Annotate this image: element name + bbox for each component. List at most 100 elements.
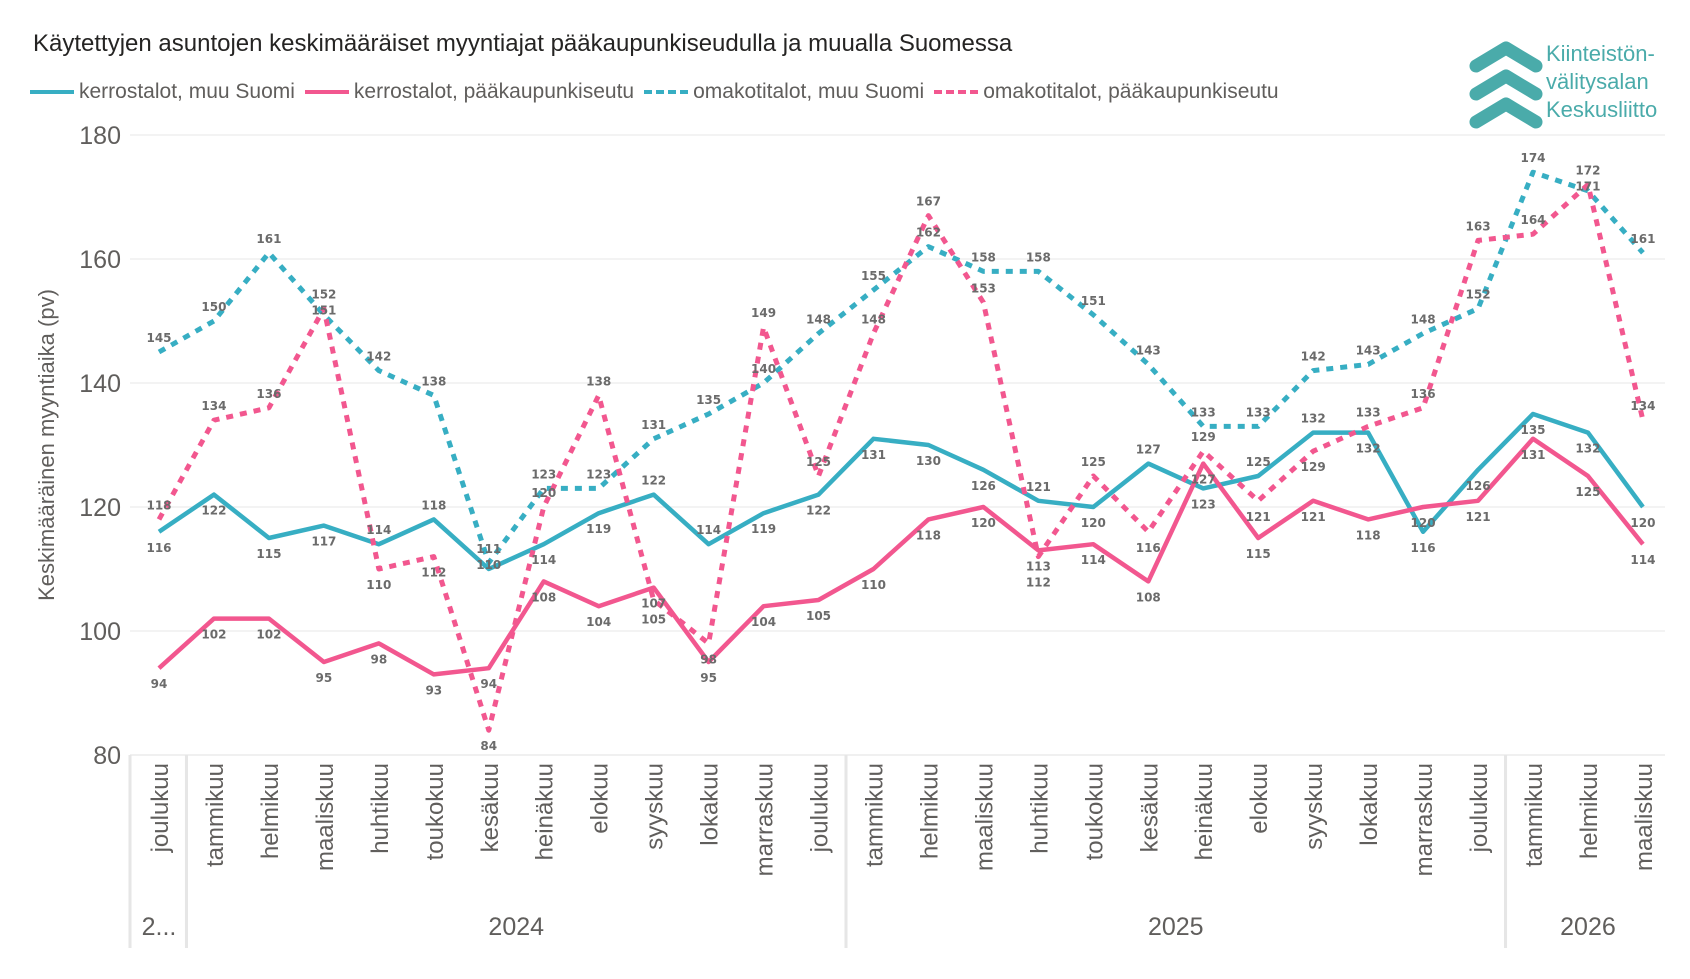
- legend-item-omakotitalot-paakaupunkiseutu[interactable]: omakotitalot, pääkaupunkiseutu: [934, 80, 1279, 104]
- data-label: 126: [1466, 479, 1491, 493]
- series-line-2: [157, 169, 1645, 566]
- data-label: 162: [916, 226, 941, 240]
- data-label: 142: [366, 350, 391, 364]
- data-label: 127: [1191, 473, 1216, 487]
- data-label: 108: [1136, 590, 1161, 604]
- x-tick-label: heinäkuu: [1191, 763, 1218, 860]
- data-label: 125: [806, 455, 831, 469]
- data-label: 102: [256, 628, 281, 642]
- x-tick-label: helmikuu: [916, 763, 943, 859]
- data-label: 132: [1356, 442, 1381, 456]
- y-tick-label: 180: [79, 122, 121, 150]
- x-tick-label: marraskuu: [1411, 763, 1438, 876]
- data-label: 121: [1246, 510, 1271, 524]
- data-label: 148: [1411, 312, 1436, 326]
- x-tick-label: joulukuu: [147, 763, 174, 853]
- data-label: 94: [480, 677, 497, 691]
- data-label: 118: [1356, 528, 1381, 542]
- data-label: 107: [641, 597, 666, 611]
- logo-text: Kiinteistön- välitysalan Keskusliitto: [1546, 40, 1657, 124]
- data-label: 125: [1081, 455, 1106, 469]
- data-label: 112: [421, 566, 446, 580]
- data-label: 116: [146, 541, 171, 555]
- y-tick-label: 160: [79, 246, 121, 274]
- data-label: 131: [641, 418, 666, 432]
- data-label: 114: [1630, 553, 1655, 567]
- data-label: 131: [1520, 448, 1545, 462]
- data-label: 143: [1136, 343, 1161, 357]
- x-tick-label: maaliskuu: [1631, 763, 1658, 871]
- x-tick-label: tammikuu: [202, 763, 229, 867]
- x-tick-label: marraskuu: [752, 763, 779, 876]
- x-tick-label: kesäkuu: [477, 763, 504, 852]
- x-tick-label: toukokuu: [1081, 763, 1108, 860]
- data-label: 140: [751, 362, 776, 376]
- data-label: 112: [1026, 575, 1051, 589]
- data-label: 98: [700, 652, 717, 666]
- data-label: 129: [1301, 460, 1326, 474]
- logo-line: välitysalan: [1546, 69, 1649, 94]
- x-tick-label: elokuu: [587, 763, 614, 834]
- data-label: 152: [311, 288, 336, 302]
- data-label: 98: [370, 652, 387, 666]
- data-label: 127: [1136, 443, 1161, 457]
- x-tick-label: tammikuu: [861, 763, 888, 867]
- x-tick-label: joulukuu: [807, 763, 834, 853]
- y-tick-label: 140: [79, 370, 121, 398]
- data-label: 136: [256, 387, 281, 401]
- x-tick-label: joulukuu: [1466, 763, 1493, 853]
- year-label: 2026: [1560, 913, 1616, 941]
- data-label: 120: [531, 486, 556, 500]
- legend-item-kerrostalot-muu-suomi[interactable]: kerrostalot, muu Suomi: [30, 80, 295, 104]
- data-label: 135: [1520, 423, 1545, 437]
- data-label: 164: [1520, 213, 1545, 227]
- data-label: 158: [971, 250, 996, 264]
- data-label: 104: [751, 615, 776, 629]
- legend-item-omakotitalot-muu-suomi[interactable]: omakotitalot, muu Suomi: [644, 80, 924, 104]
- data-label: 116: [1411, 541, 1436, 555]
- data-label: 155: [861, 269, 886, 283]
- data-label: 123: [586, 467, 611, 481]
- data-label: 104: [586, 615, 611, 629]
- legend-label: omakotitalot, muu Suomi: [693, 80, 925, 103]
- year-label: 2024: [488, 913, 544, 941]
- data-label: 121: [1301, 510, 1326, 524]
- data-label: 148: [861, 312, 886, 326]
- x-tick-label: elokuu: [1246, 763, 1273, 834]
- data-label: 122: [641, 474, 666, 488]
- data-label: 131: [861, 448, 886, 462]
- x-tick-label: helmikuu: [257, 763, 284, 859]
- x-tick-label: lokakuu: [697, 763, 724, 846]
- data-label: 133: [1356, 405, 1381, 419]
- data-label: 118: [146, 498, 171, 512]
- data-label: 142: [1301, 350, 1326, 364]
- data-label: 119: [751, 522, 776, 536]
- data-label: 110: [366, 578, 391, 592]
- legend-swatch-dotted-pink: [934, 90, 979, 94]
- chevrons-logo-icon: [1469, 41, 1543, 129]
- data-label: 114: [696, 523, 721, 537]
- logo-line: Kiinteistön-: [1546, 41, 1655, 66]
- y-tick-label: 120: [79, 494, 121, 522]
- series-line-0: [157, 411, 1645, 572]
- data-label: 136: [1411, 387, 1436, 401]
- data-label: 110: [476, 558, 501, 572]
- data-label: 114: [531, 553, 556, 567]
- data-label: 121: [1466, 510, 1491, 524]
- data-label: 120: [1081, 516, 1106, 530]
- data-label: 102: [201, 628, 226, 642]
- data-label: 123: [1191, 497, 1216, 511]
- y-axis-title: Keskimääräinen myyntiaika (pv): [34, 289, 59, 601]
- data-label: 145: [146, 331, 171, 345]
- x-tick-label: syyskuu: [1301, 763, 1328, 850]
- data-label: 126: [971, 479, 996, 493]
- data-label: 84: [480, 739, 497, 753]
- x-tick-label: huhtikuu: [367, 763, 394, 854]
- x-tick-label: maaliskuu: [971, 763, 998, 871]
- data-label: 95: [700, 671, 717, 685]
- data-label: 129: [1191, 430, 1216, 444]
- data-label: 125: [1575, 485, 1600, 499]
- legend-item-kerrostalot-paakaupunkiseutu[interactable]: kerrostalot, pääkaupunkiseutu: [304, 80, 634, 104]
- data-label: 150: [201, 300, 226, 314]
- data-label: 114: [1081, 553, 1106, 567]
